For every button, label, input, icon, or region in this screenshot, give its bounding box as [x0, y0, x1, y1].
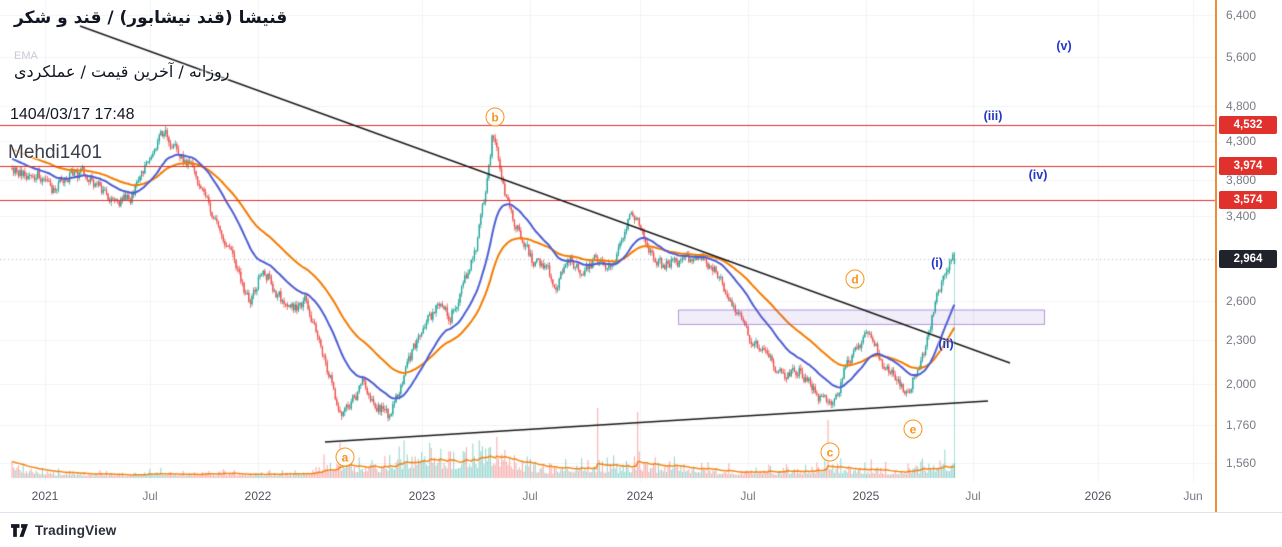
price-level-badge[interactable]: 3,974 [1219, 157, 1277, 176]
time-tick: 2023 [408, 489, 436, 503]
price-tick: 4,300 [1226, 134, 1257, 149]
symbol-title[interactable]: قنیشا (قند نیشابور) / قند و شکر [14, 8, 288, 28]
price-tick: 4,800 [1226, 99, 1257, 114]
price-axis-border [1215, 0, 1217, 512]
time-axis[interactable]: 2021 Jul 2022 2023 Jul 2024 Jul 2025 Jul 2026 Jun [0, 482, 1218, 512]
price-tick: 3,800 [1226, 173, 1257, 188]
chart-canvas[interactable] [0, 0, 1218, 512]
time-tick: Jul [965, 489, 981, 503]
chart-description: روزانه / آخرین قیمت / عملکردی [14, 62, 230, 81]
price-tick: 2,600 [1226, 293, 1257, 308]
price-level-badge[interactable]: 3,574 [1219, 190, 1277, 209]
price-tick: 1,560 [1226, 456, 1257, 470]
tradingview-logo-icon[interactable] [10, 523, 29, 538]
time-tick: 2025 [852, 489, 880, 503]
author-watermark: Mehdi1401 [8, 142, 103, 163]
footer-bar: TradingView [0, 512, 1282, 547]
datetime-label: 1404/03/17 17:48 [10, 106, 135, 123]
price-tick: 6,400 [1226, 8, 1257, 22]
price-tick: 2,000 [1226, 377, 1257, 392]
price-tick: 5,600 [1226, 50, 1257, 65]
time-tick: 2021 [31, 489, 59, 503]
price-axis[interactable]: 6,400 5,600 4,800 4,300 3,800 3,400 2,600 2,300… [1218, 0, 1282, 512]
time-tick: Jul [740, 489, 756, 503]
current-price-badge[interactable]: 2,964 [1219, 250, 1277, 269]
time-tick: Jul [142, 489, 158, 503]
chart-plot-area[interactable]: قنیشا (قند نیشابور) / قند و شکر روزانه /… [0, 0, 1218, 512]
ema-indicator-label[interactable]: EMA [14, 50, 38, 62]
time-tick: Jun [1183, 489, 1203, 503]
price-level-badge[interactable]: 4,532 [1219, 115, 1277, 134]
tradingview-brand[interactable]: TradingView [35, 522, 117, 538]
time-tick: 2026 [1084, 489, 1112, 503]
time-tick: Jul [522, 489, 538, 503]
price-tick: 2,300 [1226, 332, 1257, 347]
time-tick: 2024 [626, 489, 654, 503]
time-tick: 2022 [244, 489, 272, 503]
price-tick: 3,400 [1226, 208, 1257, 223]
price-tick: 1,760 [1226, 417, 1257, 432]
